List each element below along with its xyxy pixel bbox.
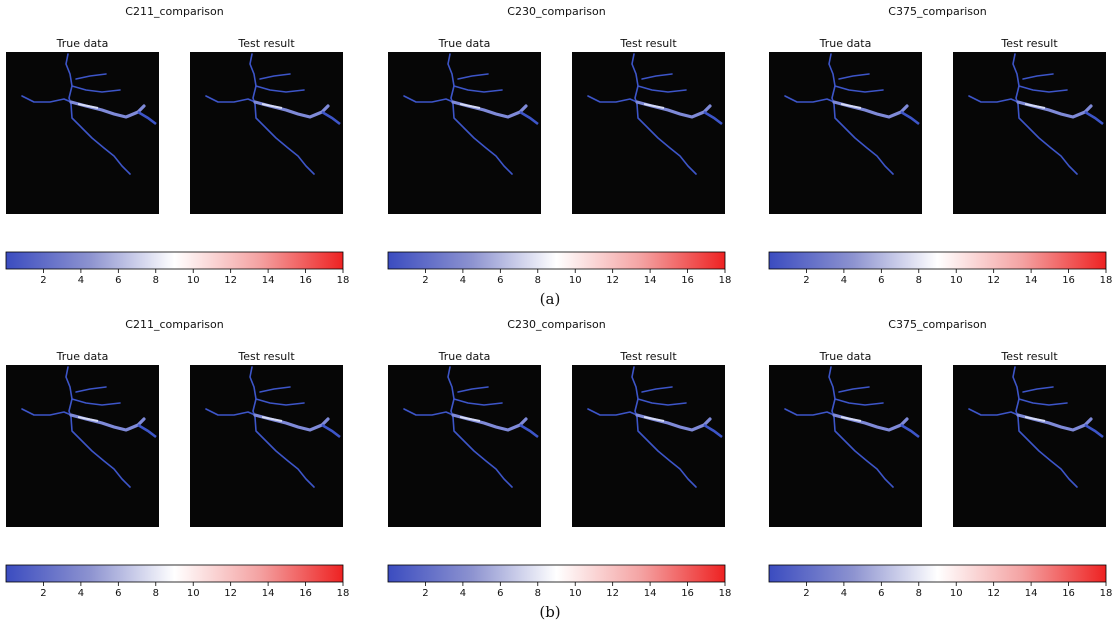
colorbar-tick-label: 14	[644, 588, 657, 599]
map-image	[6, 52, 159, 214]
colorbar-tick-label: 2	[40, 588, 46, 599]
colorbar-tick-label: 14	[1025, 588, 1038, 599]
colorbar-tick-label: 4	[460, 275, 466, 286]
colorbar-tick-label: 2	[803, 275, 809, 286]
subplot-title: Test result	[237, 350, 295, 363]
colorbar-tick-label: 6	[497, 588, 503, 599]
colorbar-tick-label: 12	[224, 275, 237, 286]
colorbar	[5, 251, 344, 270]
colorbar-tick-label: 4	[78, 588, 84, 599]
subplot-title: True data	[438, 350, 491, 363]
group-title: C211_comparison	[125, 5, 223, 18]
colorbar-tick-label: 2	[422, 275, 428, 286]
subplot-title: True data	[819, 350, 872, 363]
colorbar-tick-label: 18	[337, 275, 350, 286]
map-image	[769, 52, 922, 214]
colorbar-tick-label: 16	[681, 275, 694, 286]
colorbar-tick-label: 16	[299, 588, 312, 599]
subplot-title: Test result	[619, 350, 677, 363]
colorbar-tick-label: 18	[719, 588, 732, 599]
group-title: C230_comparison	[507, 5, 605, 18]
group-title: C211_comparison	[125, 318, 223, 331]
map-image	[572, 52, 725, 214]
colorbar-tick-label: 18	[719, 275, 732, 286]
map-image	[953, 365, 1106, 527]
map-image	[6, 365, 159, 527]
colorbar-tick-label: 8	[153, 588, 159, 599]
colorbar-tick-label: 10	[950, 275, 963, 286]
colorbar-tick-label: 18	[1100, 588, 1113, 599]
colorbar-tick-label: 16	[1062, 588, 1075, 599]
subplot-title: True data	[438, 37, 491, 50]
colorbar	[387, 251, 726, 270]
colorbar-tick-label: 6	[878, 275, 884, 286]
map-image	[388, 52, 541, 214]
colorbar-tick-label: 12	[987, 275, 1000, 286]
colorbar-tick-label: 10	[187, 588, 200, 599]
colorbar-tick-label: 12	[606, 588, 619, 599]
colorbar-tick-label: 8	[153, 275, 159, 286]
colorbar	[768, 564, 1107, 583]
panel-label: (a)	[540, 290, 561, 308]
subplot-title: True data	[819, 37, 872, 50]
colorbar-tick-label: 12	[987, 588, 1000, 599]
subplot-title: Test result	[237, 37, 295, 50]
subplot-title: True data	[56, 37, 109, 50]
subplot-title: True data	[56, 350, 109, 363]
colorbar-tick-label: 4	[841, 588, 847, 599]
colorbar-tick-label: 2	[40, 275, 46, 286]
subplot-title: Test result	[1000, 350, 1058, 363]
map-image	[190, 52, 343, 214]
colorbar-tick-label: 2	[803, 588, 809, 599]
colorbar-tick-label: 14	[262, 588, 275, 599]
colorbar-tick-label: 12	[224, 588, 237, 599]
colorbar-tick-label: 10	[569, 588, 582, 599]
colorbar-tick-label: 14	[1025, 275, 1038, 286]
colorbar	[768, 251, 1107, 270]
colorbar-tick-label: 8	[535, 275, 541, 286]
colorbar-tick-label: 6	[115, 275, 121, 286]
colorbar-tick-label: 16	[681, 588, 694, 599]
map-image	[953, 52, 1106, 214]
colorbar-tick-label: 6	[115, 588, 121, 599]
colorbar-tick-label: 10	[187, 275, 200, 286]
colorbar-tick-label: 16	[299, 275, 312, 286]
map-image	[769, 365, 922, 527]
colorbar-tick-label: 12	[606, 275, 619, 286]
colorbar-tick-label: 6	[878, 588, 884, 599]
colorbar-tick-label: 8	[535, 588, 541, 599]
subplot-title: Test result	[1000, 37, 1058, 50]
group-title: C375_comparison	[888, 5, 986, 18]
map-image	[190, 365, 343, 527]
colorbar-tick-label: 4	[460, 588, 466, 599]
colorbar-tick-label: 4	[841, 275, 847, 286]
colorbar-tick-label: 16	[1062, 275, 1075, 286]
colorbar-tick-label: 4	[78, 275, 84, 286]
colorbar-tick-label: 6	[497, 275, 503, 286]
colorbar-tick-label: 8	[916, 275, 922, 286]
colorbar-tick-label: 8	[916, 588, 922, 599]
group-title: C230_comparison	[507, 318, 605, 331]
colorbar-tick-label: 10	[950, 588, 963, 599]
panel-label: (b)	[539, 603, 560, 621]
colorbar-tick-label: 10	[569, 275, 582, 286]
colorbar-tick-label: 18	[1100, 275, 1113, 286]
colorbar-tick-label: 14	[262, 275, 275, 286]
colorbar	[387, 564, 726, 583]
map-image	[388, 365, 541, 527]
colorbar-tick-label: 18	[337, 588, 350, 599]
group-title: C375_comparison	[888, 318, 986, 331]
colorbar-tick-label: 2	[422, 588, 428, 599]
map-image	[572, 365, 725, 527]
subplot-title: Test result	[619, 37, 677, 50]
colorbar-tick-label: 14	[644, 275, 657, 286]
colorbar	[5, 564, 344, 583]
